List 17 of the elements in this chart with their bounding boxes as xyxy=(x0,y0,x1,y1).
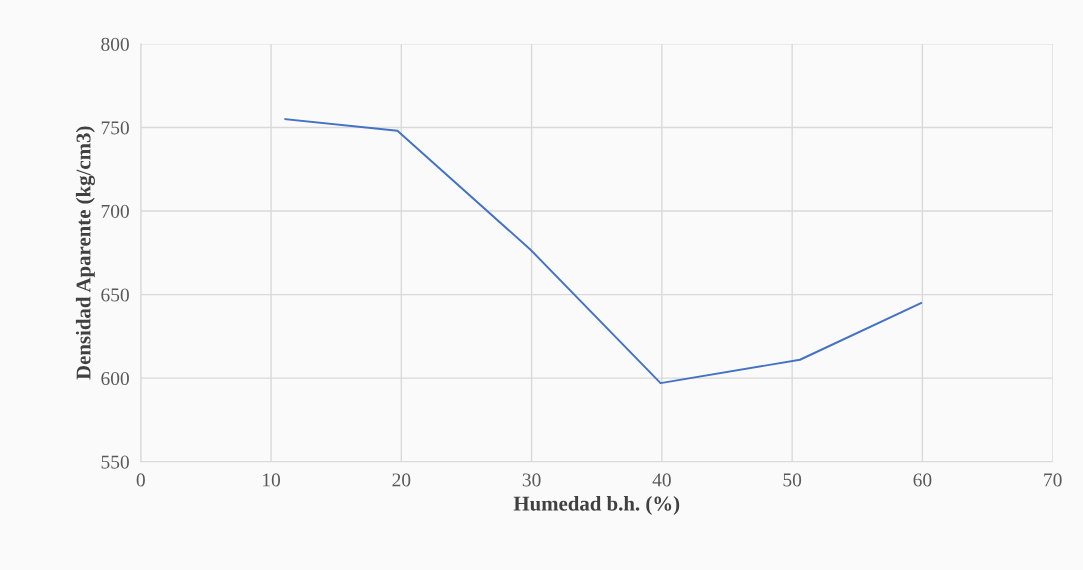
x-tick-label: 20 xyxy=(392,473,411,487)
y-axis-title: Densidad Aparente (kg/cm3) xyxy=(75,126,95,380)
x-tick-label: 70 xyxy=(1044,473,1062,487)
x-axis-title: Humedad b.h. (%) xyxy=(513,496,680,515)
y-tick-label: 700 xyxy=(101,204,129,218)
y-tick-label: 650 xyxy=(101,288,129,302)
line-series xyxy=(284,118,923,385)
x-tick-label: 40 xyxy=(652,473,671,487)
x-tick-label: 60 xyxy=(913,473,932,487)
y-tick-label: 550 xyxy=(101,455,129,469)
y-tick-label: 750 xyxy=(101,121,129,135)
y-tick-label: 800 xyxy=(101,37,129,51)
y-tick-label: 600 xyxy=(101,371,129,386)
x-tick-label: 30 xyxy=(522,473,541,487)
x-tick-label: 10 xyxy=(263,473,281,487)
x-tick-label: 50 xyxy=(783,473,802,487)
x-tick-label: 0 xyxy=(136,473,145,487)
